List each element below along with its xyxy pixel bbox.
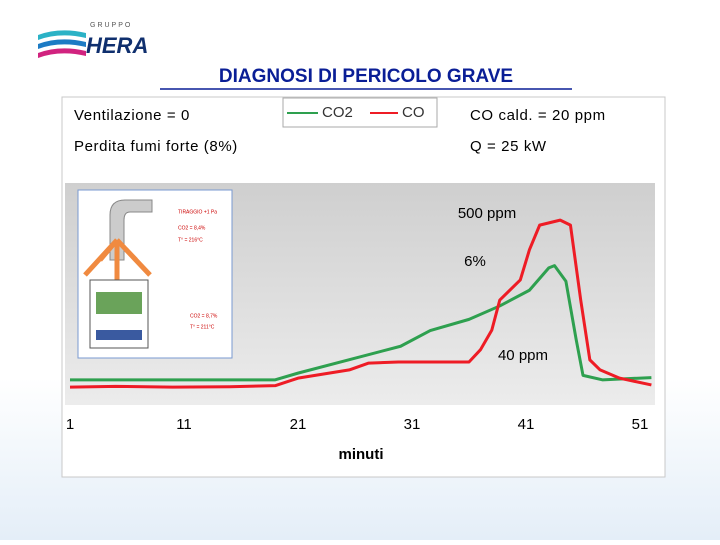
inset-label: T° = 211°C (190, 324, 215, 330)
inset-label: CO2 = 8,7% (190, 313, 218, 319)
x-tick-label: 41 (518, 416, 535, 433)
x-tick-label: 21 (290, 416, 307, 433)
x-tick-label: 31 (404, 416, 421, 433)
legend-label: CO (402, 104, 425, 121)
x-axis-label: minuti (339, 446, 384, 463)
x-tick-label: 1 (66, 416, 74, 433)
annotation: 6% (464, 253, 486, 270)
x-tick-label: 51 (632, 416, 649, 433)
x-tick-label: 11 (176, 416, 192, 433)
logo-stripe (38, 48, 86, 58)
legend-label: CO2 (322, 104, 353, 121)
inset-label: TIRAGGIO +1 Pa (178, 209, 217, 215)
logo-name: HERA (86, 33, 148, 58)
flue-arrows (83, 238, 152, 280)
logo-group: GRUPPO (90, 22, 132, 29)
annotation: 500 ppm (458, 205, 516, 222)
logo-stripe (38, 30, 86, 40)
inset-image: TIRAGGIO +1 Pa CO2 = 8,4% T° = 216°C CO2… (77, 189, 233, 359)
annotation: 40 ppm (498, 347, 548, 364)
logo: GRUPPO HERA (38, 22, 148, 58)
slide-title: DIAGNOSI DI PERICOLO GRAVE (219, 66, 513, 87)
param: Ventilazione = 0 (74, 107, 190, 124)
exchanger (96, 292, 142, 314)
series-line (70, 264, 652, 382)
burner (96, 330, 142, 340)
param: CO cald. = 20 ppm (470, 107, 606, 124)
param: Perdita fumi forte (8%) (74, 138, 238, 155)
logo-stripe (38, 39, 86, 49)
inset-label: CO2 = 8,4% (178, 225, 206, 231)
param: Q = 25 kW (470, 138, 547, 155)
series-line (69, 218, 652, 389)
inset-label: T° = 216°C (178, 237, 203, 243)
